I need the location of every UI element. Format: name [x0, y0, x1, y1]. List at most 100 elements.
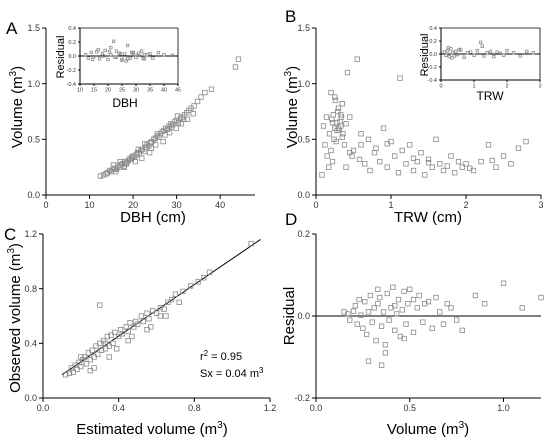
panel-b-y-tick-label: 0.5 [297, 134, 310, 144]
panel-b-data-point [455, 158, 462, 165]
panel-d-data-point [354, 321, 360, 327]
panel-b-data-point [403, 161, 409, 167]
panel-b: B TRW (cm) Volume (m3) TRW Residual 0 1 2 3… [283, 7, 544, 226]
panel-b-data-point [418, 150, 424, 156]
panel-b-inset-data-point [480, 44, 484, 48]
panel-a-inset-y-tick-label: 0.2 [68, 40, 76, 46]
panel-b-data-point [326, 164, 332, 170]
panel-a-data-point [194, 98, 201, 105]
panel-b-data-point [523, 138, 529, 145]
panel-b-data-point [343, 164, 349, 170]
panel-a-inset-data-point [139, 49, 144, 53]
panel-a-inset-data-point [109, 52, 113, 57]
panel-c-data-point [127, 320, 133, 326]
panel-c-data-point [138, 313, 145, 319]
panel-c-x-axis-label: Estimated volume (m3) [76, 420, 227, 438]
panel-a-data-point [121, 164, 128, 170]
panel-b-data-point [373, 145, 379, 151]
panel-c-data-point [153, 310, 160, 316]
panel-a-data-point [184, 116, 191, 122]
panel-a-inset-data-point [113, 55, 117, 60]
panel-a-inset-data-point [114, 49, 119, 53]
panel-a-inset-data-point [96, 48, 100, 52]
panel-a-inset-data-point [83, 52, 88, 57]
panel-b-inset-data-point [450, 51, 455, 55]
panel-c: C Estimated volume (m3) Observed volume … [4, 225, 276, 438]
panel-c-data-point [102, 346, 109, 352]
panel-b-inset-y-tick-label: 0.0 [429, 52, 437, 58]
panel-a-data-point [235, 56, 242, 62]
panel-a-inset-y-tick-label: 0.0 [68, 54, 76, 60]
panel-a-data-point [178, 121, 185, 127]
panel-d-data-point [375, 286, 381, 293]
panel-b-inset-y-tick-label: -0.4 [428, 78, 437, 84]
panel-b-data-point [324, 153, 330, 159]
panel-b-inset-y-tick-label: -0.2 [428, 65, 437, 71]
panel-a-data-point [156, 134, 162, 140]
panel-d-data-point [414, 305, 420, 311]
panel-a-data-point [147, 140, 154, 146]
panel-b-data-point [326, 131, 333, 137]
panel-d-data-point [386, 317, 392, 323]
panel-a-x-tick-label: 40 [215, 200, 225, 210]
panel-d-data-point [440, 321, 447, 327]
panel-d-data-point [373, 337, 379, 344]
panel-d-data-point [382, 342, 389, 348]
panel-d-y-tick-label: 0.0 [297, 311, 310, 321]
panel-d-data-point [380, 309, 387, 315]
panel-b-inset-y-label: Residual [419, 34, 431, 77]
panel-a-data-point [174, 113, 181, 119]
panel-b-data-point [429, 164, 435, 170]
panel-a-y-tick-label: 1.5 [27, 23, 40, 33]
panel-d-data-point [472, 292, 479, 299]
panel-b-data-point [362, 161, 368, 167]
panel-a-data-point [191, 103, 197, 109]
panel-a-x-tick-label: 10 [85, 200, 95, 210]
panel-a-inset-data-point [128, 56, 133, 60]
panel-b-data-point [329, 119, 336, 126]
panel-b-inset-data-point [495, 50, 499, 54]
panel-c-data-point [157, 313, 163, 319]
panel-a-inset-x-label: DBH [112, 96, 137, 110]
panel-c-letter: C [4, 225, 16, 244]
panel-b-data-point [459, 164, 465, 170]
panel-b-x-tick-label: 2 [463, 200, 468, 210]
panel-d-data-point [395, 296, 402, 303]
panel-d-data-point [405, 301, 411, 307]
panel-a-data-point [139, 155, 145, 161]
panel-b-data-point [399, 147, 405, 154]
panel-d-data-point [407, 286, 413, 293]
panel-c-x-tick-label: 0.4 [112, 403, 125, 413]
panel-b-y-tick-label: 1.5 [297, 23, 310, 33]
panel-c-data-point [148, 324, 154, 330]
panel-b-inset-data-point [454, 49, 458, 54]
panel-c-data-point [108, 332, 114, 338]
panel-b-data-point [384, 164, 390, 170]
panel-a-data-point [106, 167, 113, 174]
panel-c-data-point [81, 354, 88, 360]
panel-d-data-point [482, 301, 488, 307]
panel-b-x-tick-label: 3 [538, 200, 543, 210]
panel-a-y-axis-label: Volume (m3) [8, 66, 26, 148]
panel-b-inset-data-point [449, 47, 453, 51]
panel-c-data-point [63, 372, 69, 378]
panel-d-y-tick-label: -0.2 [294, 393, 310, 403]
panel-a-x-tick-label: 0 [43, 200, 48, 210]
panel-b-inset-x-tick-label: 0 [439, 84, 442, 90]
panel-b-inset-data-point [511, 51, 516, 55]
panel-a-data-point [142, 141, 148, 147]
panel-a-y-tick-label: 0.5 [27, 134, 40, 144]
panel-a-inset-data-point [118, 52, 123, 56]
panel-d-data-point [519, 305, 525, 311]
panel-a-inset-x-tick-label: 10 [77, 88, 83, 94]
panel-c-data-point [172, 291, 179, 297]
panel-c-data-point [144, 310, 150, 316]
panel-c-data-point [95, 351, 101, 357]
panel-d-data-point [362, 298, 368, 305]
panel-b-inset-data-point [469, 50, 473, 54]
panel-b-inset-data-point [444, 53, 448, 57]
panel-d-data-point [444, 301, 450, 307]
panel-b-data-point [335, 105, 342, 111]
panel-b-data-point [338, 112, 344, 118]
panel-c-data-point [91, 354, 97, 360]
